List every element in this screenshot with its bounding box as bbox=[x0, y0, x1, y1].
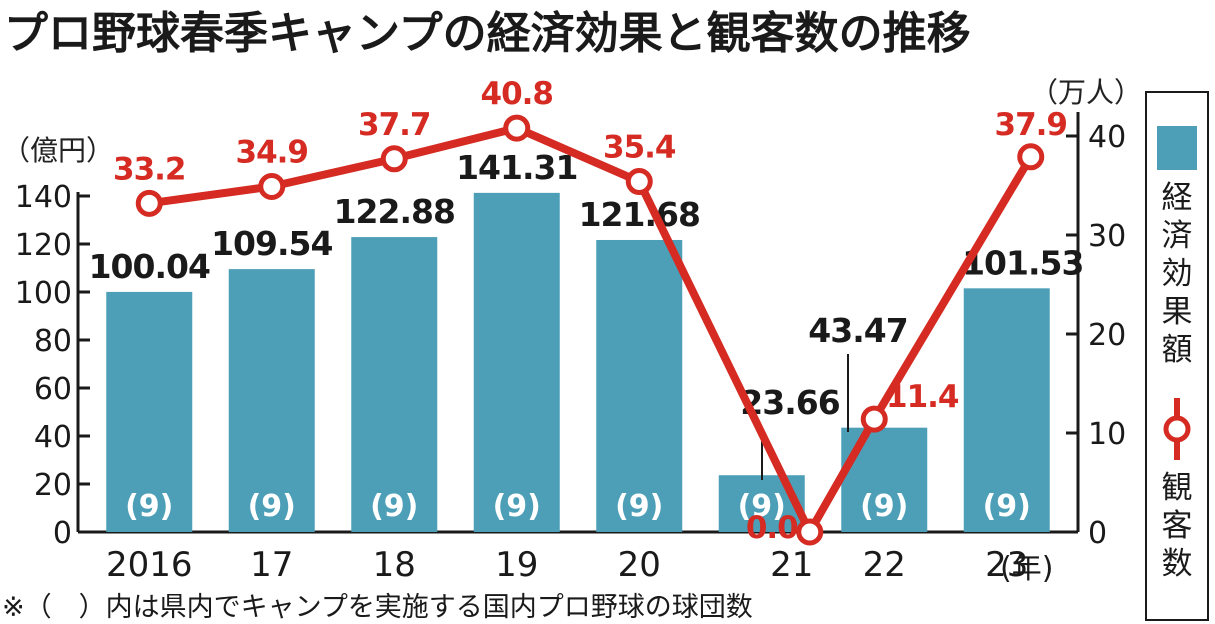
line-point bbox=[258, 172, 286, 200]
bar-value-label: 43.47 bbox=[808, 311, 907, 350]
bar bbox=[106, 291, 193, 532]
team-count-label: (9) bbox=[738, 489, 786, 524]
x-tick-label: 19 bbox=[495, 545, 538, 585]
right-axis: 0 10 20 30 40 bbox=[1066, 112, 1126, 551]
right-tick-label: 20 bbox=[1088, 318, 1126, 353]
team-count-label: (9) bbox=[860, 489, 908, 524]
bar bbox=[963, 288, 1050, 532]
x-tick-label: 17 bbox=[250, 545, 293, 585]
team-count-label: (9) bbox=[125, 489, 173, 524]
x-tick-label: 23 bbox=[985, 545, 1028, 585]
team-count-label: (9) bbox=[615, 489, 663, 524]
bar-value-label: 101.53 bbox=[962, 243, 1083, 282]
x-tick-label: 20 bbox=[618, 545, 661, 585]
line-value-label: 37.7 bbox=[358, 107, 431, 143]
line-value-label: 34.9 bbox=[236, 134, 309, 170]
left-tick-label: 0 bbox=[53, 516, 72, 551]
team-count-label: (9) bbox=[983, 489, 1031, 524]
left-tick-label: 80 bbox=[34, 324, 72, 359]
legend: 経済効果額 観客数 bbox=[1145, 91, 1209, 621]
team-count-label: (9) bbox=[248, 489, 296, 524]
bar bbox=[351, 237, 438, 532]
line-point bbox=[135, 189, 163, 217]
bar-series: (9) (9) (9) (9) (9) (9) (9) (9) 100.04109.54122.… bbox=[89, 148, 1084, 532]
footnote: ※（ ）内は県内でキャンプを実施する国内プロ野球の球団数 bbox=[2, 592, 753, 623]
left-tick-label: 20 bbox=[34, 468, 72, 503]
line-value-label: 33.2 bbox=[113, 151, 186, 187]
bar-value-label: 100.04 bbox=[89, 247, 210, 286]
legend-line-marker bbox=[1163, 415, 1191, 443]
left-tick-label: 120 bbox=[15, 228, 72, 263]
bar-value-label: 122.88 bbox=[334, 192, 455, 231]
x-tick-label: 22 bbox=[863, 545, 906, 585]
legend-box bbox=[1145, 91, 1209, 621]
line-value-label: 35.4 bbox=[603, 130, 676, 166]
x-tick-label: 18 bbox=[373, 545, 416, 585]
bar-value-label: 141.31 bbox=[456, 148, 577, 187]
legend-bar-label: 経済効果額 bbox=[1162, 180, 1193, 368]
team-count-label: (9) bbox=[370, 489, 418, 524]
right-tick-label: 30 bbox=[1088, 219, 1126, 254]
chart-title: プロ野球春季キャンプの経済効果と観客数の推移 bbox=[4, 8, 971, 59]
line-point bbox=[625, 168, 653, 196]
line-value-label: 11.4 bbox=[886, 379, 959, 415]
team-count-label: (9) bbox=[493, 489, 541, 524]
right-tick-label: 40 bbox=[1088, 120, 1126, 155]
legend-line-label: 観客数 bbox=[1162, 470, 1193, 582]
year-suffix: (年) bbox=[1000, 551, 1053, 586]
line-value-label: 40.8 bbox=[481, 76, 554, 112]
left-axis-unit: （億円） bbox=[2, 134, 114, 167]
bar bbox=[473, 192, 560, 532]
line-point bbox=[1017, 143, 1045, 171]
category-labels: 2016 17 18 19 20 21 22 23 bbox=[106, 545, 1028, 585]
bar bbox=[596, 239, 683, 532]
line-point bbox=[380, 145, 408, 173]
line-path bbox=[148, 124, 1035, 536]
bar-value-label: 109.54 bbox=[211, 224, 332, 263]
legend-bar-swatch bbox=[1157, 126, 1197, 170]
x-tick-label: 21 bbox=[770, 545, 813, 585]
right-tick-label: 0 bbox=[1088, 516, 1107, 551]
x-tick-label: 2016 bbox=[106, 545, 193, 585]
right-axis-unit: （万人） bbox=[1030, 76, 1142, 109]
line-value-label: 0.0 bbox=[746, 510, 798, 546]
left-tick-label: 40 bbox=[34, 420, 72, 455]
line-point bbox=[796, 518, 824, 546]
left-tick-label: 100 bbox=[15, 276, 72, 311]
left-tick-label: 60 bbox=[34, 372, 72, 407]
right-tick-label: 10 bbox=[1088, 417, 1126, 452]
line-value-label: 37.9 bbox=[995, 107, 1068, 143]
bar-value-label: 121.68 bbox=[579, 195, 700, 234]
left-tick-label: 140 bbox=[15, 180, 72, 215]
line-point bbox=[860, 405, 888, 433]
line-point bbox=[503, 114, 531, 142]
bar bbox=[228, 269, 315, 532]
line-series: 33.2 34.9 37.7 40.8 35.4 0.0 11.4 37.9 bbox=[113, 76, 1068, 546]
